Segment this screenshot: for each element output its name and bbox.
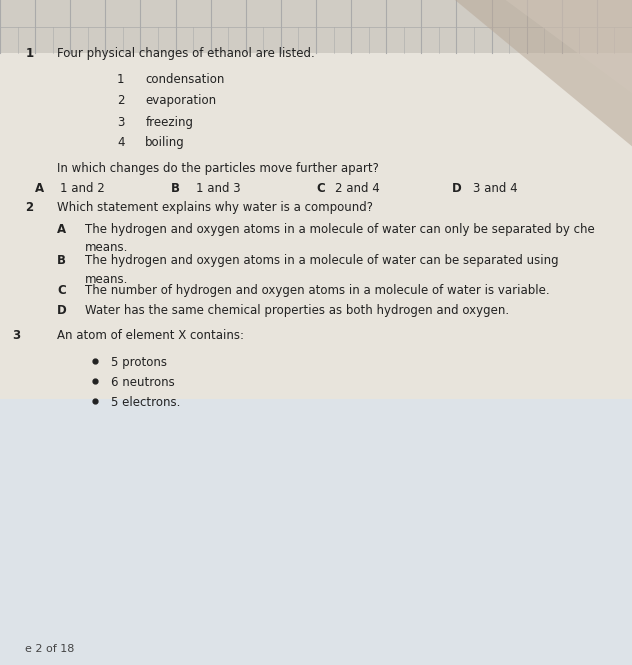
Text: B: B — [171, 182, 179, 195]
Text: means.: means. — [85, 273, 129, 286]
Text: 1: 1 — [117, 73, 125, 86]
Text: e 2 of 18: e 2 of 18 — [25, 644, 75, 654]
Text: 1 and 3: 1 and 3 — [196, 182, 241, 195]
Text: 5 protons: 5 protons — [111, 356, 167, 369]
Text: 2: 2 — [117, 94, 125, 108]
FancyBboxPatch shape — [0, 0, 632, 612]
Polygon shape — [455, 0, 632, 146]
Text: In which changes do the particles move further apart?: In which changes do the particles move f… — [57, 162, 379, 175]
Text: means.: means. — [85, 241, 129, 255]
Text: 5 electrons.: 5 electrons. — [111, 396, 180, 409]
Text: 1: 1 — [25, 47, 33, 60]
Text: Four physical changes of ethanol are listed.: Four physical changes of ethanol are lis… — [57, 47, 315, 60]
Text: boiling: boiling — [145, 136, 185, 149]
FancyBboxPatch shape — [0, 399, 632, 665]
Polygon shape — [506, 0, 632, 93]
Text: C: C — [316, 182, 325, 195]
Text: 1 and 2: 1 and 2 — [60, 182, 105, 195]
Text: C: C — [57, 284, 66, 297]
Text: The hydrogen and oxygen atoms in a molecule of water can only be separated by ch: The hydrogen and oxygen atoms in a molec… — [85, 223, 595, 236]
Text: B: B — [57, 254, 66, 267]
Text: evaporation: evaporation — [145, 94, 217, 108]
Text: D: D — [57, 304, 66, 317]
Text: Water has the same chemical properties as both hydrogen and oxygen.: Water has the same chemical properties a… — [85, 304, 509, 317]
Text: D: D — [452, 182, 461, 195]
Text: 4: 4 — [117, 136, 125, 149]
Text: Which statement explains why water is a compound?: Which statement explains why water is a … — [57, 201, 373, 215]
FancyBboxPatch shape — [0, 0, 632, 53]
Text: 6 neutrons: 6 neutrons — [111, 376, 174, 389]
Text: The hydrogen and oxygen atoms in a molecule of water can be separated using: The hydrogen and oxygen atoms in a molec… — [85, 254, 559, 267]
Text: freezing: freezing — [145, 116, 193, 129]
Text: An atom of element X contains:: An atom of element X contains: — [57, 329, 244, 342]
Text: 3: 3 — [117, 116, 125, 129]
Text: 3: 3 — [13, 329, 21, 342]
Text: A: A — [35, 182, 44, 195]
Text: The number of hydrogen and oxygen atoms in a molecule of water is variable.: The number of hydrogen and oxygen atoms … — [85, 284, 550, 297]
Text: condensation: condensation — [145, 73, 225, 86]
Text: A: A — [57, 223, 66, 236]
Text: 3 and 4: 3 and 4 — [473, 182, 518, 195]
Text: 2 and 4: 2 and 4 — [335, 182, 380, 195]
Text: 2: 2 — [25, 201, 33, 215]
